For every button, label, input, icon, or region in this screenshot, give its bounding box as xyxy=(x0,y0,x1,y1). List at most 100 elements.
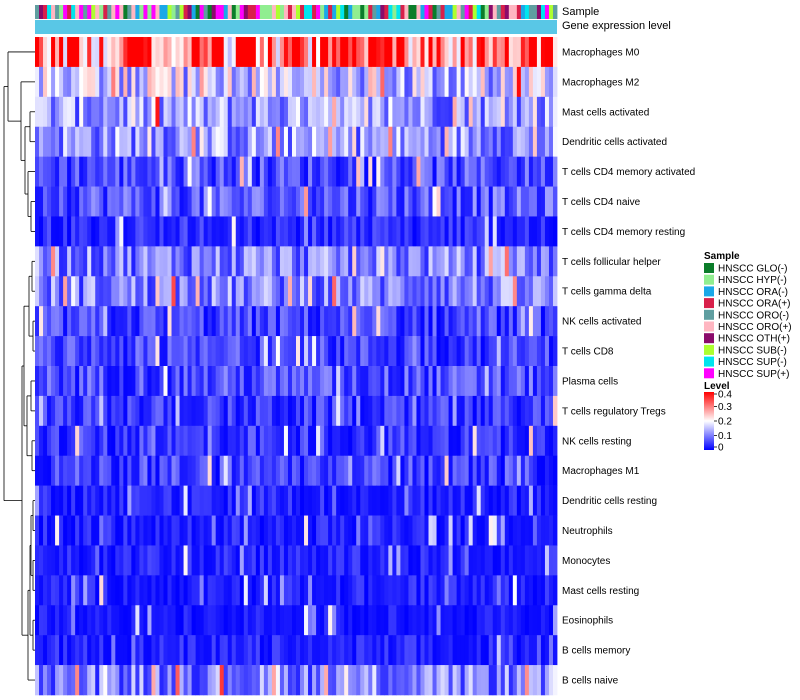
heatmap-cell xyxy=(500,366,506,397)
heatmap-cell xyxy=(95,276,100,307)
heatmap-cell xyxy=(332,66,337,98)
heatmap-cell xyxy=(259,336,265,367)
heatmap-cell xyxy=(207,216,213,247)
heatmap-cell xyxy=(308,605,313,636)
heatmap-cell xyxy=(324,665,329,696)
heatmap-cell xyxy=(211,545,217,576)
heatmap-cell xyxy=(283,37,289,68)
heatmap-cell xyxy=(207,186,213,217)
heatmap-cell xyxy=(51,635,56,666)
heatmap-cell xyxy=(356,156,361,187)
heatmap-cell xyxy=(484,395,490,427)
heatmap-cell xyxy=(300,216,305,247)
row-label: Macrophages M2 xyxy=(562,77,640,88)
heatmap-cell xyxy=(404,37,409,68)
heatmap-cell xyxy=(175,545,180,576)
heatmap-cell xyxy=(255,425,261,457)
heatmap-cell xyxy=(155,186,160,217)
heatmap-cell xyxy=(239,306,245,337)
heatmap-cell xyxy=(532,366,538,397)
row-label: Dendritic cells activated xyxy=(562,137,667,148)
heatmap-cell xyxy=(79,395,84,427)
heatmap-cell xyxy=(364,186,369,217)
heatmap-cell xyxy=(548,425,554,457)
heatmap-cell xyxy=(215,96,221,128)
heatmap-cell xyxy=(283,156,289,187)
heatmap-cell xyxy=(448,66,453,98)
heatmap-cell xyxy=(71,216,76,247)
heatmap-cell xyxy=(195,455,201,486)
heatmap-cell xyxy=(296,366,301,397)
heatmap-cell xyxy=(291,425,297,457)
heatmap-cell xyxy=(207,665,213,696)
sample-annotation-cell xyxy=(532,5,538,19)
heatmap-cell xyxy=(400,186,405,217)
heatmap-cell xyxy=(247,455,253,486)
heatmap-cell xyxy=(111,635,116,666)
heatmap-cell xyxy=(396,575,401,606)
heatmap-cell xyxy=(83,605,88,636)
heatmap-cell xyxy=(408,66,413,98)
heatmap-cell xyxy=(424,575,429,606)
heatmap-cell xyxy=(548,276,554,307)
heatmap-cell xyxy=(243,336,249,367)
heatmap-cell xyxy=(175,455,180,486)
heatmap-cell xyxy=(103,395,108,427)
heatmap-cell xyxy=(155,395,160,427)
heatmap-cell xyxy=(279,216,285,247)
heatmap-cell xyxy=(263,665,269,696)
sample-annotation-cell xyxy=(227,5,233,19)
heatmap-row xyxy=(35,455,558,486)
heatmap-cell xyxy=(111,66,116,98)
heatmap-cell xyxy=(516,665,522,696)
heatmap-cell xyxy=(223,575,229,606)
heatmap-cell xyxy=(239,425,245,457)
heatmap-cell xyxy=(183,395,188,427)
heatmap-cell xyxy=(199,425,205,457)
heatmap-cell xyxy=(396,336,401,367)
heatmap-cell xyxy=(259,186,265,217)
heatmap-cell xyxy=(308,306,313,337)
heatmap-cell xyxy=(131,156,136,187)
heatmap-cell xyxy=(259,635,265,666)
heatmap-cell xyxy=(356,395,361,427)
heatmap-cell xyxy=(271,485,277,516)
heatmap-cell xyxy=(159,126,164,157)
heatmap-cell xyxy=(51,126,56,157)
heatmap-cell xyxy=(496,366,502,397)
heatmap-cell xyxy=(203,66,209,98)
heatmap-cell xyxy=(83,276,88,307)
heatmap-cell xyxy=(356,336,361,367)
heatmap-cell xyxy=(43,126,48,157)
heatmap-cell xyxy=(179,306,184,337)
heatmap-cell xyxy=(187,425,192,457)
heatmap-cell xyxy=(404,126,409,157)
heatmap-cell xyxy=(476,575,482,606)
heatmap-cell xyxy=(392,605,397,636)
heatmap-cell xyxy=(416,485,421,516)
heatmap-cell xyxy=(143,336,148,367)
heatmap-cell xyxy=(436,246,441,277)
heatmap-cell xyxy=(275,515,281,546)
heatmap-cell xyxy=(440,216,445,247)
heatmap-cell xyxy=(532,306,538,337)
heatmap-cell xyxy=(51,306,56,337)
heatmap-cell xyxy=(336,37,341,68)
heatmap-cell xyxy=(63,336,68,367)
heatmap-cell xyxy=(195,186,201,217)
heatmap-cell xyxy=(468,186,474,217)
heatmap-cell xyxy=(336,575,341,606)
heatmap-cell xyxy=(199,276,205,307)
heatmap-cell xyxy=(263,336,269,367)
heatmap-cell xyxy=(119,276,124,307)
heatmap-cell xyxy=(159,37,164,68)
heatmap-cell xyxy=(127,186,132,217)
heatmap-cell xyxy=(416,306,421,337)
sample-annotation-cell xyxy=(87,5,92,19)
heatmap-cell xyxy=(404,276,409,307)
heatmap-cell xyxy=(396,665,401,696)
heatmap-cell xyxy=(432,665,437,696)
heatmap-cell xyxy=(364,395,369,427)
heatmap-cell xyxy=(344,126,349,157)
sample-annotation-cell xyxy=(251,5,257,19)
